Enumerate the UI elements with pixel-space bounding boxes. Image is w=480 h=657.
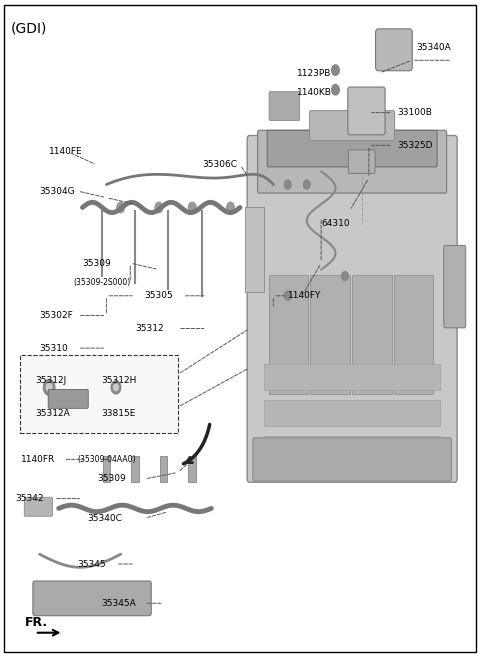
Bar (103, 456, 110, 482)
Bar (189, 456, 196, 482)
FancyBboxPatch shape (348, 87, 385, 135)
Text: 1140KB: 1140KB (297, 89, 332, 97)
Text: 35312H: 35312H (102, 376, 137, 386)
FancyBboxPatch shape (375, 29, 412, 71)
FancyBboxPatch shape (247, 135, 457, 482)
Text: 33815E: 33815E (102, 409, 136, 418)
Circle shape (114, 384, 118, 391)
Text: 35312A: 35312A (35, 409, 70, 418)
Text: 35309: 35309 (83, 259, 111, 267)
FancyBboxPatch shape (258, 130, 446, 193)
Text: (35309-2S000): (35309-2S000) (73, 278, 130, 287)
Circle shape (155, 202, 163, 213)
Bar (394, 275, 433, 394)
Text: (GDI): (GDI) (11, 21, 48, 35)
Text: 35304G: 35304G (39, 187, 75, 196)
Bar (269, 275, 308, 394)
Text: FR.: FR. (25, 616, 48, 629)
Circle shape (46, 384, 52, 392)
Bar (352, 275, 392, 394)
Circle shape (117, 202, 124, 213)
Circle shape (284, 180, 291, 189)
Text: 35310: 35310 (39, 344, 68, 353)
Text: 35309: 35309 (97, 474, 126, 484)
Text: 1123PB: 1123PB (297, 69, 332, 78)
Bar (264, 400, 441, 426)
Bar (264, 436, 441, 462)
Bar (21, 355, 178, 433)
FancyBboxPatch shape (267, 130, 437, 167)
Circle shape (43, 380, 55, 396)
Text: 1140FE: 1140FE (49, 147, 83, 156)
Text: (35309-04AA0): (35309-04AA0) (78, 455, 136, 464)
Bar (131, 456, 139, 482)
Circle shape (303, 180, 310, 189)
FancyBboxPatch shape (269, 92, 300, 120)
FancyBboxPatch shape (444, 246, 466, 328)
FancyBboxPatch shape (351, 92, 382, 120)
Text: 33100B: 33100B (397, 108, 432, 117)
Circle shape (342, 271, 348, 281)
FancyBboxPatch shape (253, 438, 451, 481)
Text: 35340A: 35340A (417, 43, 451, 52)
FancyBboxPatch shape (348, 150, 375, 173)
FancyBboxPatch shape (48, 390, 88, 408)
Text: 35305: 35305 (144, 291, 173, 300)
FancyBboxPatch shape (33, 581, 151, 616)
Circle shape (332, 85, 339, 95)
Text: 35325D: 35325D (397, 141, 433, 150)
Text: 35342: 35342 (16, 494, 44, 503)
Text: 35345A: 35345A (102, 599, 136, 608)
Circle shape (227, 202, 234, 213)
Text: 35302F: 35302F (39, 311, 73, 320)
Circle shape (332, 65, 339, 76)
FancyBboxPatch shape (24, 497, 52, 516)
Circle shape (189, 202, 196, 213)
Text: 35306C: 35306C (202, 160, 237, 170)
Bar (264, 364, 441, 390)
Text: 35312: 35312 (135, 324, 164, 333)
Text: 64310: 64310 (321, 219, 350, 229)
Text: 1140FY: 1140FY (288, 291, 321, 300)
Text: 35340C: 35340C (87, 514, 122, 523)
Bar (311, 275, 350, 394)
Text: 35312J: 35312J (35, 376, 66, 386)
Bar (160, 456, 168, 482)
Circle shape (111, 381, 120, 394)
FancyBboxPatch shape (310, 110, 395, 141)
Bar (245, 207, 264, 292)
Text: 35345: 35345 (78, 560, 107, 568)
Text: 1140FR: 1140FR (21, 455, 55, 464)
Circle shape (284, 291, 291, 300)
